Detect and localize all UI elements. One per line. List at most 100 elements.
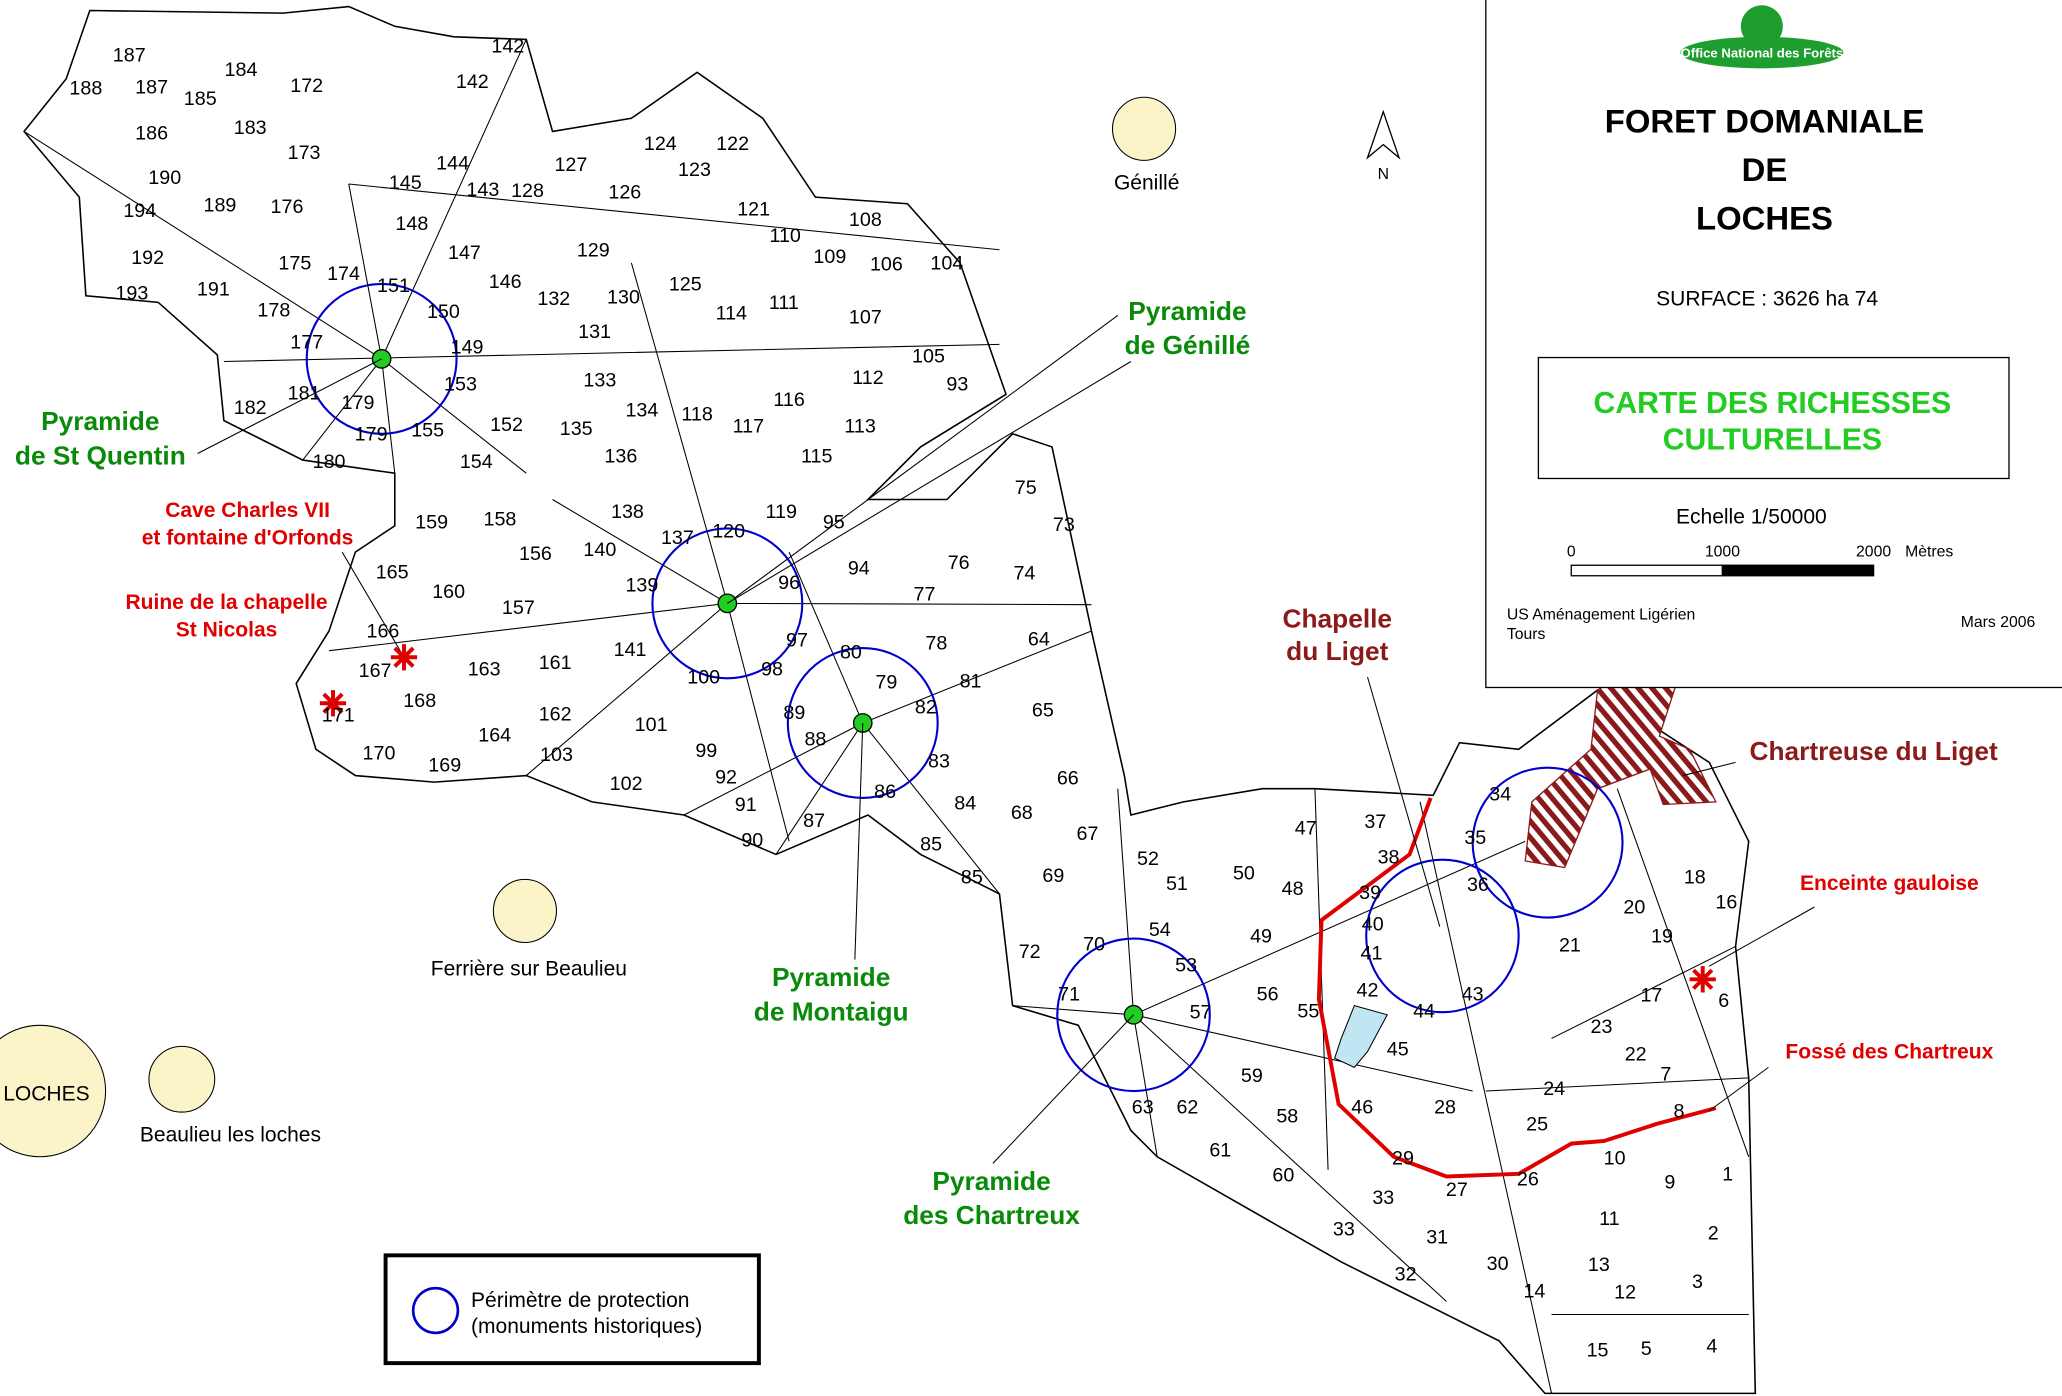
parcel-number: 93 — [946, 373, 968, 395]
parcel-number: 65 — [1032, 699, 1054, 721]
parcel-number: 161 — [539, 652, 572, 674]
parcel-number: 47 — [1295, 818, 1317, 840]
parcel-number: 166 — [367, 620, 400, 642]
north-label: N — [1378, 166, 1389, 183]
parcel-number: 142 — [491, 36, 524, 58]
pyramid-label: de Génillé — [1125, 330, 1251, 360]
parcel-number: 86 — [874, 781, 896, 803]
parcel-number: 29 — [1392, 1148, 1414, 1170]
parcel-number: 146 — [489, 271, 522, 293]
parcel-number: 23 — [1591, 1016, 1613, 1038]
parcel-number: 88 — [804, 728, 826, 750]
parcel-number: 182 — [234, 397, 267, 419]
parcel-number: 136 — [604, 446, 637, 468]
map-title: FORET DOMANIALE — [1605, 102, 1924, 139]
parcel-number: 63 — [1132, 1096, 1154, 1118]
chartreuse-area — [1524, 669, 1717, 869]
parcel-number: 83 — [928, 751, 950, 773]
place-name: Génillé — [1114, 172, 1179, 195]
parcel-number: 66 — [1057, 768, 1079, 790]
place-name: Ferrière sur Beaulieu — [431, 958, 627, 981]
site-label: Chapelle — [1283, 603, 1393, 633]
parcel-number: 179 — [342, 392, 375, 414]
parcel-number: 76 — [948, 552, 970, 574]
site-label: Cave Charles VII — [165, 499, 330, 522]
parcel-number: 40 — [1362, 914, 1384, 936]
parcel-number: 53 — [1175, 954, 1197, 976]
parcel-number: 4 — [1706, 1336, 1717, 1358]
parcel-number: 13 — [1588, 1254, 1610, 1276]
parcel-number: 134 — [625, 400, 658, 422]
site-stars — [319, 644, 1716, 993]
parcel-number: 24 — [1543, 1078, 1565, 1100]
parcel-number: 55 — [1297, 1000, 1319, 1022]
subtitle-box — [1537, 356, 2010, 480]
parcel-number: 20 — [1623, 897, 1645, 919]
pyramid-marker — [717, 593, 738, 614]
pyramid-label: des Chartreux — [903, 1200, 1080, 1230]
parcel-number: 159 — [415, 511, 448, 533]
parcel-number: 50 — [1233, 862, 1255, 884]
legend-text: Périmètre de protection — [471, 1289, 689, 1312]
parcel-number: 181 — [288, 383, 321, 405]
parcel-number: 22 — [1625, 1044, 1647, 1066]
parcel-number: 54 — [1149, 919, 1171, 941]
parcel-number: 61 — [1209, 1140, 1231, 1162]
protection-circle — [786, 646, 939, 799]
map-subtitle: CARTE DES RICHESSES — [1594, 387, 1952, 420]
parcel-number: 33 — [1372, 1187, 1394, 1209]
north-arrow — [1366, 109, 1401, 160]
parcel-number: 129 — [577, 239, 610, 261]
parcel-number: 114 — [716, 302, 747, 324]
parcel-number: 36 — [1467, 874, 1489, 896]
parcel-number: 39 — [1359, 882, 1381, 904]
parcel-number: 175 — [278, 252, 311, 274]
parcel-number: 12 — [1614, 1282, 1636, 1304]
pyramid-label: Pyramide — [1128, 296, 1246, 326]
parcel-number: 45 — [1387, 1038, 1409, 1060]
scale-unit: Mètres — [1905, 543, 1953, 560]
parcel-number: 38 — [1378, 847, 1400, 869]
town — [492, 878, 557, 944]
town — [148, 1045, 216, 1113]
parcel-number: 187 — [113, 45, 146, 67]
parcel-number: 21 — [1559, 935, 1581, 957]
parcel-number: 183 — [234, 117, 267, 139]
parcel-number: 143 — [466, 179, 499, 201]
parcel-number: 148 — [395, 213, 428, 235]
logo-text: Office National des Forêts — [1681, 45, 1844, 60]
parcel-number: 69 — [1042, 865, 1064, 887]
parcel-number: 188 — [69, 78, 102, 100]
parcel-number: 167 — [359, 660, 392, 682]
parcel-number: 11 — [1599, 1208, 1619, 1230]
parcel-number: 2 — [1708, 1223, 1719, 1245]
towns — [0, 96, 1177, 1158]
parcel-number: 43 — [1462, 983, 1484, 1005]
parcel-number: 16 — [1715, 891, 1737, 913]
parcel-number: 35 — [1464, 827, 1486, 849]
parcel-number: 105 — [912, 346, 945, 368]
parcel-number: 140 — [583, 539, 616, 561]
parcel-number: 107 — [849, 306, 882, 328]
parcel-number: 32 — [1395, 1263, 1417, 1285]
parcel-number: 90 — [741, 829, 763, 851]
parcel-number: 94 — [848, 557, 870, 579]
parcel-number: 194 — [123, 200, 156, 222]
parcel-number: 125 — [669, 273, 702, 295]
date: Mars 2006 — [1961, 614, 2036, 631]
rides — [23, 39, 1750, 1394]
legend-symbol — [411, 1286, 460, 1335]
parcel-number: 77 — [914, 584, 936, 606]
parcel-number: 102 — [610, 773, 643, 795]
scale-tick: 0 — [1567, 543, 1576, 560]
parcel-number: 3 — [1692, 1271, 1703, 1293]
parcel-number: 59 — [1241, 1065, 1263, 1087]
parcel-number: 189 — [204, 195, 237, 217]
parcel-number: 78 — [925, 632, 947, 654]
parcel-number: 81 — [960, 670, 982, 692]
parcel-number: 15 — [1587, 1340, 1609, 1362]
parcel-number: 75 — [1015, 477, 1037, 499]
parcel-number: 173 — [288, 142, 321, 164]
parcel-number: 44 — [1413, 1000, 1435, 1022]
